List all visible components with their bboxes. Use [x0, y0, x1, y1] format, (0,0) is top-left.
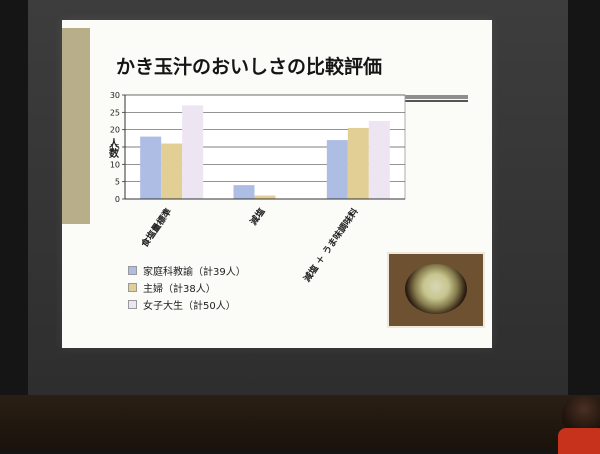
bar — [347, 127, 369, 199]
y-axis-label: 人数 — [107, 137, 119, 159]
x-tick-label: 食塩量標準 — [138, 206, 174, 251]
y-tick-label: 0 — [115, 195, 120, 204]
title-rule — [384, 95, 468, 99]
soup-bowl — [405, 264, 467, 314]
y-tick-label: 25 — [110, 108, 120, 117]
bar — [161, 143, 183, 199]
x-tick-label: 減塩 — [247, 206, 267, 228]
stage-floor — [0, 395, 600, 450]
x-tick-label: 減塩 ＋ うま味調味料 — [301, 206, 361, 284]
legend-label: 主婦（計38人） — [143, 284, 216, 295]
legend-label: 家庭科教諭（計39人） — [143, 267, 246, 278]
bar — [254, 195, 276, 199]
legend-item: 家庭科教諭（計39人） — [128, 262, 246, 279]
y-tick-label: 10 — [110, 160, 120, 169]
y-tick-label: 5 — [115, 178, 120, 187]
bar — [233, 185, 255, 199]
legend-item: 主婦（計38人） — [128, 279, 246, 296]
legend-swatch — [128, 283, 137, 292]
slide-accent-strip — [62, 28, 90, 224]
legend-item: 女子大生（計50人） — [128, 296, 246, 313]
soup-photo — [387, 252, 485, 328]
bar — [140, 136, 162, 199]
slide-title: かき玉汁のおいしさの比較評価 — [116, 56, 383, 78]
y-tick-label: 30 — [110, 91, 120, 100]
bar — [368, 121, 390, 199]
title-rule-dark — [384, 100, 468, 102]
legend-label: 女子大生（計50人） — [143, 301, 236, 312]
chart-legend: 家庭科教諭（計39人） 主婦（計38人） 女子大生（計50人） — [128, 262, 246, 313]
y-tick-label: 20 — [110, 126, 120, 135]
bar — [182, 105, 204, 199]
y-tick-label: 15 — [110, 143, 120, 152]
bar — [326, 140, 348, 199]
legend-swatch — [128, 300, 137, 309]
legend-swatch — [128, 266, 137, 275]
